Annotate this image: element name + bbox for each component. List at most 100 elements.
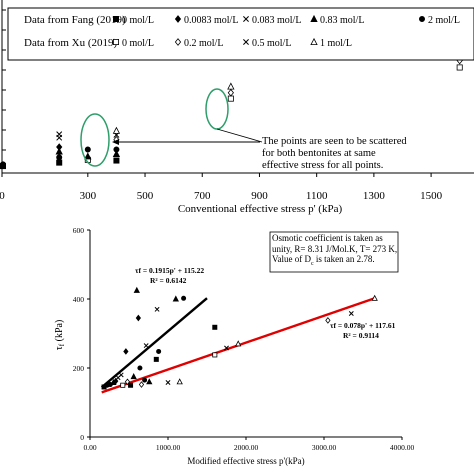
top-data-point — [56, 131, 63, 138]
legend-marker — [310, 37, 318, 45]
bottom-x-ticks: 0.00 1000.00 2000.00 3000.00 4000.00 — [83, 437, 414, 452]
top-data-point — [227, 82, 235, 90]
info-box — [269, 231, 399, 273]
legend-entry-label: 0.083 mol/L — [252, 15, 301, 26]
bottom-data-point — [172, 295, 179, 302]
bottom-x-tick-label: 3000.00 — [312, 443, 337, 452]
top-y-ticks — [2, 9, 6, 151]
bottom-data-point — [135, 314, 141, 322]
top-x-ticks: 0 300 500 700 900 1100 1300 1500 — [0, 173, 443, 202]
bottom-x-axis-label: Modified effective stress p'(kPa) — [187, 456, 304, 466]
top-data-point — [227, 95, 234, 102]
bottom-data-point — [212, 352, 218, 358]
bottom-y-tick-label: 200 — [73, 364, 85, 373]
top-x-tick-label: 900 — [251, 190, 268, 202]
bottom-data-point — [118, 372, 124, 378]
top-data-point — [456, 64, 463, 71]
top-data-point — [56, 154, 63, 161]
bottom-data-point — [113, 377, 119, 385]
bottom-y-tick-label: 600 — [73, 226, 85, 235]
info-box-content: Osmotic coefficient is taken as unity, R… — [272, 233, 398, 267]
legend-entry-label: 1 mol/L — [320, 38, 352, 49]
top-x-axis-label: Conventional effective stress p' (kPa) — [178, 203, 343, 215]
top-x-tick-label: 700 — [194, 190, 211, 202]
bottom-data-point — [235, 340, 242, 347]
info-box-text: Osmotic coefficient is taken as unity, R… — [272, 233, 398, 267]
annotation-text: The points are seen to be scattered for … — [262, 136, 407, 171]
bottom-data-point — [348, 311, 354, 316]
bottom-data-point — [181, 295, 187, 301]
top-data-points — [0, 41, 464, 170]
legend-row-xu: 0 mol/L 0.2 mol/L 0.5 mol/L 1 mol/L — [113, 37, 352, 49]
red-fit-equation: τf = 0.078p' + 117.61 — [330, 321, 396, 330]
legend-entry-label: 0 mol/L — [122, 38, 154, 49]
annotation-connector — [216, 128, 263, 143]
red-fit-r2: R² = 0.9114 — [343, 331, 379, 340]
top-data-point — [56, 143, 63, 151]
black-fit-equation: τf = 0.1915p' + 115.22 — [135, 266, 204, 275]
top-data-point — [112, 126, 121, 134]
top-data-point — [113, 157, 120, 164]
bottom-data-point — [165, 380, 171, 385]
bottom-data-point — [156, 348, 162, 354]
bottom-data-point — [224, 345, 229, 351]
bottom-data-point — [325, 317, 331, 324]
top-x-tick-label: 500 — [137, 190, 154, 202]
bottom-data-point — [153, 356, 159, 362]
bottom-data-point — [143, 343, 149, 349]
bottom-chart: 0 200 400 600 0.00 1000.00 2000.00 3000.00 4000… — [54, 226, 414, 466]
bottom-x-tick-label: 1000.00 — [156, 443, 181, 452]
bottom-x-tick-label: 2000.00 — [234, 443, 259, 452]
legend-marker — [174, 38, 182, 46]
black-trend-line — [100, 297, 208, 389]
top-data-point — [227, 88, 234, 97]
legend-marker — [310, 14, 318, 23]
top-data-point — [84, 146, 91, 153]
legend-entry-label: 0.0083 mol/L — [184, 15, 238, 26]
top-data-point — [55, 147, 63, 155]
bottom-x-tick-label: 4000.00 — [390, 443, 415, 452]
bottom-data-point — [146, 378, 153, 385]
bottom-data-point — [142, 377, 148, 383]
bottom-data-point — [133, 286, 140, 293]
bottom-y-tick-label: 400 — [73, 295, 85, 304]
legend-entry-label: 0 mol/L — [122, 15, 154, 26]
bottom-data-point — [128, 382, 134, 388]
bottom-data-point — [212, 324, 218, 330]
bottom-data-point — [137, 365, 143, 371]
legend-source-xu: Data from Xu (2019) — [24, 37, 118, 49]
bottom-y-tick-label: 0 — [80, 433, 84, 442]
bottom-data-point — [123, 348, 129, 355]
legend-marker — [418, 15, 425, 22]
annotation-box: The points are seen to be scattered for … — [262, 136, 407, 171]
top-x-tick-label: 1500 — [420, 190, 443, 202]
top-legend: Data from Fang (2019) Data from Xu (2019… — [7, 7, 474, 61]
bottom-data-point — [120, 382, 126, 388]
legend-entry-label: 0.2 mol/L — [184, 38, 223, 49]
top-data-point — [56, 159, 63, 166]
top-x-tick-label: 300 — [80, 190, 97, 202]
bottom-x-tick-label: 0.00 — [83, 443, 96, 452]
bottom-data-point — [138, 381, 145, 388]
legend-marker — [243, 39, 249, 45]
black-fit-r2: R² = 0.6142 — [150, 276, 187, 285]
legend-marker — [174, 15, 182, 23]
top-x-tick-label: 1300 — [363, 190, 386, 202]
top-chart: 0 300 500 700 900 1100 1300 1500 Conventional e… — [0, 0, 474, 215]
legend-marker — [113, 39, 120, 46]
annotation-arrowhead — [112, 139, 119, 145]
highlight-ellipse-800 — [205, 88, 229, 130]
bottom-data-points — [101, 286, 378, 390]
legend-entry-label: 0.83 mol/L — [320, 15, 364, 26]
bottom-y-axis-label: τf (kPa) — [54, 320, 66, 351]
legend-entry-label: 2 mol/L — [428, 15, 460, 26]
top-x-tick-label: 1100 — [306, 190, 328, 202]
legend-marker — [113, 15, 120, 22]
legend-marker — [243, 16, 249, 22]
bottom-y-ticks: 0 200 400 600 — [73, 226, 90, 442]
top-data-point — [113, 146, 120, 153]
top-data-point — [112, 149, 121, 157]
bottom-data-point — [176, 378, 183, 385]
top-data-point — [84, 152, 92, 160]
